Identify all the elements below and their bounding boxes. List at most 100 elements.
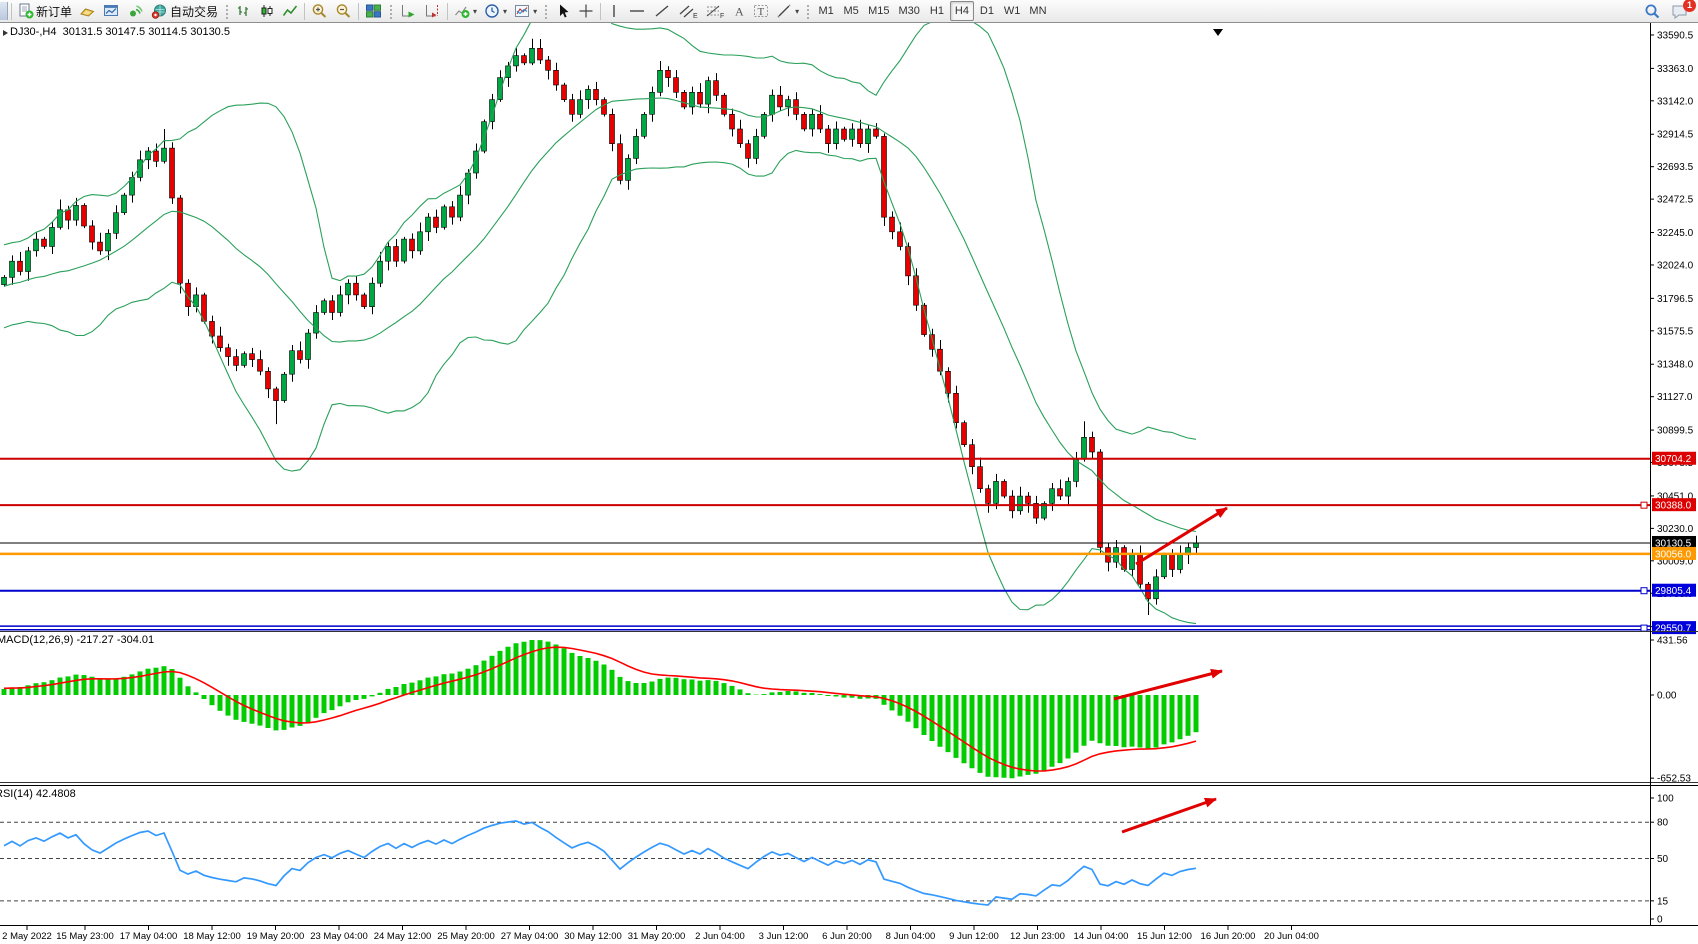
chart-shift-button[interactable] [421, 1, 444, 21]
equidistant-channel-icon: E [679, 5, 698, 19]
timeframe-w1-button[interactable]: W1 [1000, 1, 1025, 21]
rsi-indicator-label: RSI(14) 42.4808 [0, 788, 76, 800]
horizontal-line-29805.4[interactable] [0, 587, 1650, 595]
timeframe-mn-button[interactable]: MN [1025, 1, 1050, 21]
svg-text:E: E [693, 13, 698, 19]
toolbar-grip[interactable] [224, 3, 231, 19]
vertical-line-button[interactable] [604, 1, 624, 21]
terminal-icon [104, 5, 119, 16]
clock-icon [485, 4, 499, 18]
timeframe-h4-button[interactable]: H4 [949, 1, 974, 21]
price-tick-label: 32693.5 [1657, 162, 1694, 173]
line-handle[interactable] [1640, 587, 1648, 595]
zoom-in-button[interactable] [308, 1, 331, 21]
rsi-line [3, 820, 1197, 906]
trendline-button[interactable] [650, 1, 674, 21]
text-button[interactable]: A [729, 1, 749, 21]
trend-arrow-rsi[interactable] [1121, 797, 1217, 834]
toolbar-grip[interactable] [388, 3, 395, 19]
price-tick-label: 32245.0 [1657, 228, 1694, 239]
time-axis-label: 30 May 12:00 [564, 931, 622, 942]
toolbar-grip[interactable] [805, 3, 812, 19]
new-order-label: 新订单 [36, 4, 73, 19]
notifications-button[interactable]: 1 [1668, 0, 1696, 21]
trend-arrow-price[interactable] [1135, 506, 1228, 566]
line-chart-button[interactable] [279, 1, 301, 21]
time-axis-label: 16 Jun 20:00 [1201, 931, 1256, 942]
market-button[interactable] [76, 1, 99, 21]
bollinger-middle-band [3, 97, 1197, 533]
horizontal-line-30388.0[interactable] [0, 501, 1650, 509]
chart-shift-icon [426, 5, 439, 18]
vertical-line-icon [613, 5, 615, 17]
new-order-button[interactable]: 新订单 [15, 1, 75, 21]
macd-tick-label: 431.56 [1657, 636, 1688, 647]
timeframe-h1-button[interactable]: H1 [925, 1, 949, 21]
toolbar-grip[interactable] [543, 3, 550, 19]
auto-trading-button[interactable]: 自动交易 [148, 1, 221, 21]
time-axis-label: 2 Jun 04:00 [695, 931, 745, 942]
time-axis-label: 15 May 23:00 [56, 931, 114, 942]
templates-button[interactable]: ▾ [511, 1, 540, 21]
trend-arrow-macd[interactable] [1113, 668, 1223, 701]
tile-windows-button[interactable] [362, 1, 385, 21]
text-icon: A [735, 5, 744, 19]
time-axis-label: 8 Jun 04:00 [886, 931, 936, 942]
time-axis-label: 24 May 12:00 [374, 931, 432, 942]
timeframe-m1-button[interactable]: M1 [814, 1, 838, 21]
candlestick-chart-button[interactable] [256, 1, 278, 21]
time-axis-label: 2 May 2022 [2, 931, 52, 942]
timeframe-d1-button[interactable]: D1 [975, 1, 999, 21]
chart-shift-marker[interactable] [1213, 29, 1223, 36]
search-button[interactable] [1640, 1, 1664, 21]
svg-text:29805.4: 29805.4 [1655, 586, 1692, 597]
periods-button[interactable]: ▾ [481, 1, 510, 21]
horizontal-line-29550.7[interactable] [0, 624, 1650, 632]
svg-text:30388.0: 30388.0 [1655, 501, 1692, 512]
timeframe-m5-button[interactable]: M5 [839, 1, 863, 21]
equidistant-channel-button[interactable]: E [675, 1, 701, 21]
macd-tick-label: -652.53 [1657, 774, 1691, 785]
macd-tick-label: 0.00 [1657, 691, 1677, 702]
price-tick-label: 30009.0 [1657, 556, 1694, 567]
macd-panel[interactable] [1, 640, 1199, 779]
line-chart-icon [282, 5, 298, 16]
separator [11, 2, 12, 20]
price-tick-label: 30451.0 [1657, 491, 1694, 502]
text-label-button[interactable]: T [750, 1, 772, 21]
price-tick-label: 33590.5 [1657, 30, 1694, 41]
rsi-panel[interactable] [0, 820, 1650, 906]
fibonacci-button[interactable]: F [702, 1, 728, 21]
timeframe-m30-button[interactable]: M30 [895, 1, 924, 21]
bar-chart-button[interactable] [233, 1, 255, 21]
time-axis-label: 9 Jun 12:00 [949, 931, 999, 942]
crosshair-button[interactable] [575, 1, 597, 21]
line-handle[interactable] [1640, 501, 1648, 509]
macd-indicator-label: MACD(12,26,9) -217.27 -304.01 [0, 634, 155, 646]
svg-text:A: A [735, 5, 744, 19]
timeframe-m15-button[interactable]: M15 [864, 1, 893, 21]
signals-button[interactable] [124, 1, 147, 21]
cursor-button[interactable] [552, 1, 574, 21]
rsi-tick-label: 100 [1657, 794, 1674, 805]
price-tick-label: 32472.5 [1657, 195, 1694, 206]
price-panel[interactable] [0, 0, 1650, 632]
auto-scroll-button[interactable] [397, 1, 420, 21]
price-label-30388.0 [1652, 498, 1696, 512]
new-order-icon [19, 3, 34, 19]
one-click-trading-arrow[interactable] [3, 30, 8, 36]
horizontal-line-button[interactable] [625, 1, 649, 21]
line-handle[interactable] [1640, 624, 1648, 632]
time-axis-label: 27 May 04:00 [501, 931, 559, 942]
terminal-button[interactable] [100, 1, 123, 21]
separator [358, 2, 360, 20]
chart-background [0, 22, 1698, 944]
arrows-button[interactable]: ▾ [773, 1, 802, 21]
toolbar-cut-icon [0, 2, 8, 20]
zoom-out-button[interactable] [332, 1, 355, 21]
chevron-down-icon: ▾ [503, 6, 508, 16]
add-indicator-button[interactable]: ▾ [451, 1, 480, 21]
zoom-in-icon [312, 4, 327, 18]
price-label-30704.2 [1652, 451, 1696, 465]
